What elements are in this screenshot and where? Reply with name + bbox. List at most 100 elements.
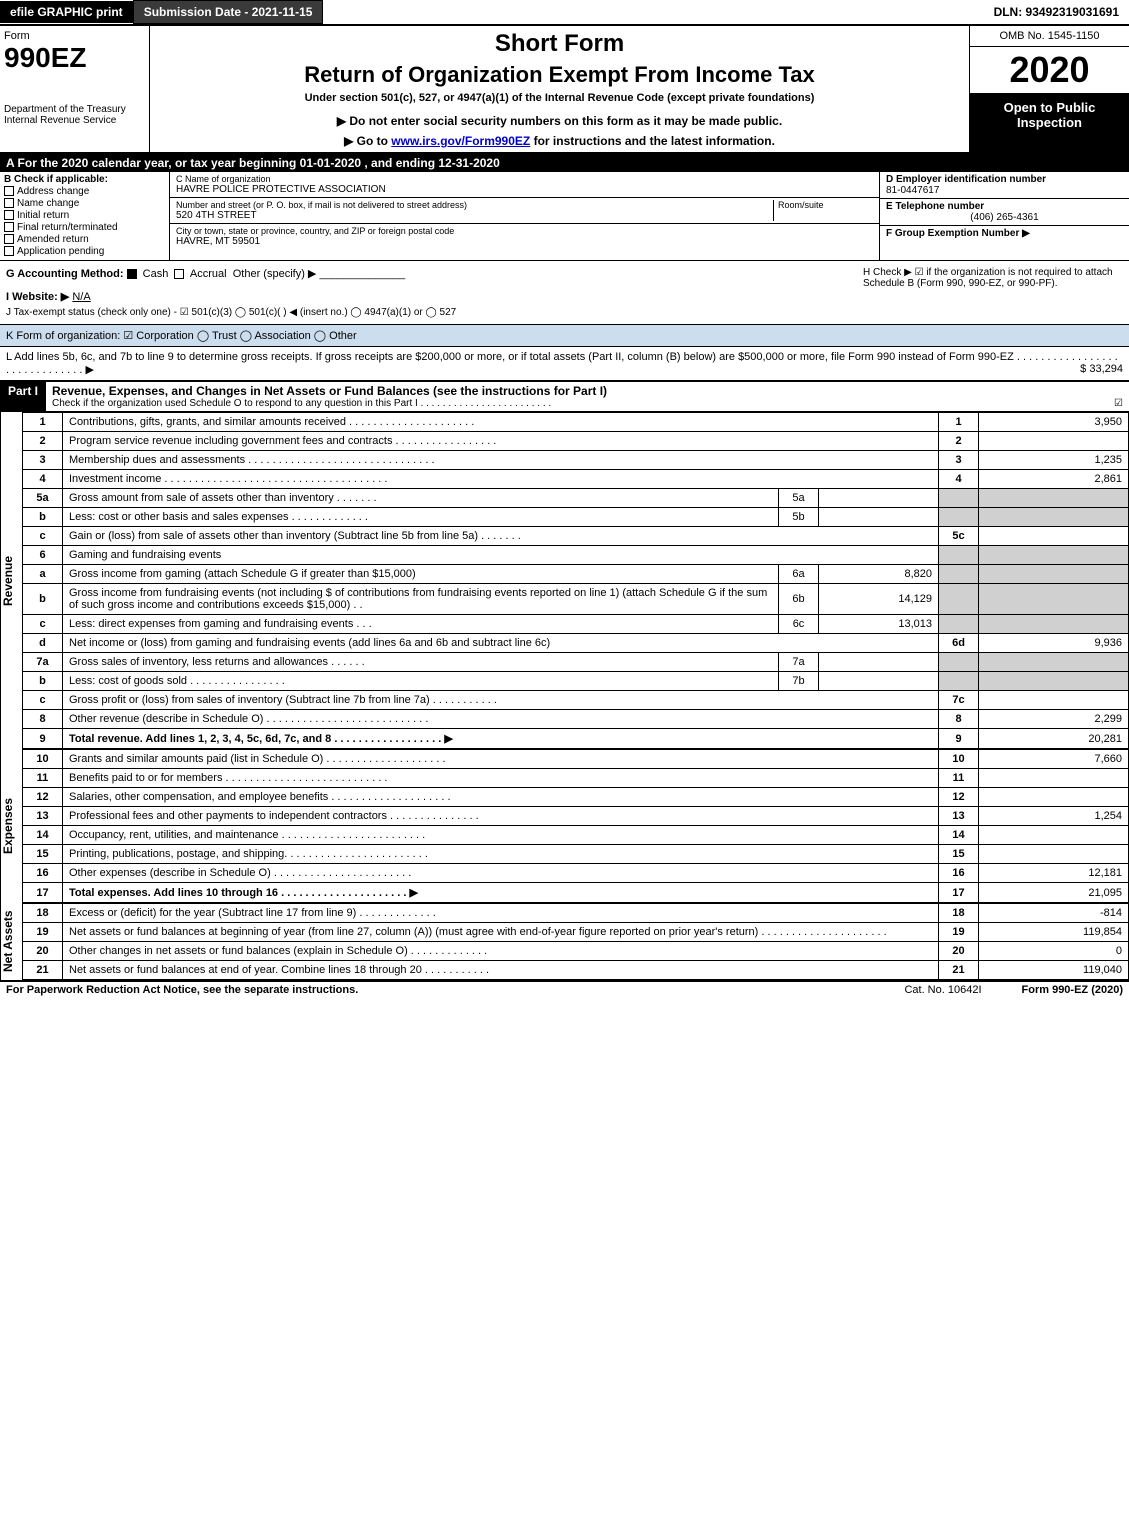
box-c: C Name of organization HAVRE POLICE PROT… [170,172,879,260]
ein-value: 81-0447617 [886,185,1123,196]
revenue-table: 1Contributions, gifts, grants, and simil… [22,412,1129,749]
expenses-section: Expenses 10Grants and similar amounts pa… [0,749,1129,903]
netassets-section: Net Assets 18Excess or (deficit) for the… [0,903,1129,980]
chk-accrual[interactable] [174,269,184,279]
chk-name-change[interactable]: Name change [4,198,165,209]
line-8: 8Other revenue (describe in Schedule O) … [23,710,1129,729]
goto-post: for instructions and the latest informat… [530,134,775,148]
expenses-table: 10Grants and similar amounts paid (list … [22,749,1129,903]
org-name-label: C Name of organization [176,174,873,184]
line-k: K Form of organization: ☑ Corporation ◯ … [0,325,1129,347]
box-f: F Group Exemption Number ▶ [880,226,1129,260]
group-exemption-label: F Group Exemption Number ▶ [886,228,1123,239]
line-4: 4Investment income . . . . . . . . . . .… [23,470,1129,489]
org-name-row: C Name of organization HAVRE POLICE PROT… [170,172,879,198]
chk-application-pending[interactable]: Application pending [4,246,165,257]
part1-checkbox[interactable]: ☑ [1114,398,1123,409]
form-number: 990EZ [4,42,145,74]
line-14: 14Occupancy, rent, utilities, and mainte… [23,826,1129,845]
line-13: 13Professional fees and other payments t… [23,807,1129,826]
line-3: 3Membership dues and assessments . . . .… [23,451,1129,470]
line-19: 19Net assets or fund balances at beginni… [23,923,1129,942]
goto-pre: ▶ Go to [344,134,391,148]
line-16: 16Other expenses (describe in Schedule O… [23,864,1129,883]
phone-label: E Telephone number [886,201,1123,212]
header-mid: Short Form Return of Organization Exempt… [150,26,969,152]
form-header: Form 990EZ Department of the Treasury In… [0,26,1129,154]
part1-header: Part I Revenue, Expenses, and Changes in… [0,382,1129,412]
info-block: B Check if applicable: Address change Na… [0,172,1129,261]
omb-number: OMB No. 1545-1150 [970,26,1129,47]
line-7c: cGross profit or (loss) from sales of in… [23,691,1129,710]
box-d: D Employer identification number 81-0447… [880,172,1129,199]
line-12: 12Salaries, other compensation, and empl… [23,788,1129,807]
chk-address-change[interactable]: Address change [4,186,165,197]
chk-final-return[interactable]: Final return/terminated [4,222,165,233]
line-i: I Website: ▶ N/A [6,290,1123,303]
accounting-label: G Accounting Method: [6,268,124,280]
form-word: Form [4,30,145,42]
chk-amended-return[interactable]: Amended return [4,234,165,245]
org-name: HAVRE POLICE PROTECTIVE ASSOCIATION [176,184,873,195]
part1-title: Revenue, Expenses, and Changes in Net As… [52,384,1123,398]
website-value: N/A [72,291,90,303]
line-5a: 5aGross amount from sale of assets other… [23,489,1129,508]
header-right: OMB No. 1545-1150 2020 Open to Public In… [969,26,1129,152]
expenses-side-label: Expenses [0,749,22,903]
box-b-title: B Check if applicable: [4,174,165,185]
line-21: 21Net assets or fund balances at end of … [23,961,1129,980]
line-6c: cLess: direct expenses from gaming and f… [23,615,1129,634]
part1-label: Part I [0,382,46,411]
line-15: 15Printing, publications, postage, and s… [23,845,1129,864]
line-6a: aGross income from gaming (attach Schedu… [23,565,1129,584]
footer: For Paperwork Reduction Act Notice, see … [0,980,1129,998]
line-7b: bLess: cost of goods sold . . . . . . . … [23,672,1129,691]
tax-year: 2020 [970,47,1129,94]
line-h: H Check ▶ ☑ if the organization is not r… [863,267,1123,289]
org-city-row: City or town, state or province, country… [170,224,879,249]
line-l-amount: $ 33,294 [1080,363,1123,375]
phone-value: (406) 265-4361 [886,212,1123,223]
goto-line: ▶ Go to www.irs.gov/Form990EZ for instru… [158,134,961,148]
chk-initial-return[interactable]: Initial return [4,210,165,221]
calendar-year-row: A For the 2020 calendar year, or tax yea… [0,154,1129,172]
line-7a: 7aGross sales of inventory, less returns… [23,653,1129,672]
irs-link[interactable]: www.irs.gov/Form990EZ [391,134,530,148]
line-20: 20Other changes in net assets or fund ba… [23,942,1129,961]
line-18: 18Excess or (deficit) for the year (Subt… [23,904,1129,923]
section-ghij: G Accounting Method: Cash Accrual Other … [0,261,1129,325]
room-label: Room/suite [778,200,873,210]
netassets-side-label: Net Assets [0,903,22,980]
irs-label: Internal Revenue Service [4,115,145,126]
part1-checknote: Check if the organization used Schedule … [52,398,1123,409]
line-6: 6Gaming and fundraising events [23,546,1129,565]
inspection-box: Open to Public Inspection [970,94,1129,152]
efile-label: efile GRAPHIC print [0,1,133,23]
ssn-warning: ▶ Do not enter social security numbers o… [158,114,961,128]
submission-date: Submission Date - 2021-11-15 [133,0,324,24]
box-def: D Employer identification number 81-0447… [879,172,1129,260]
dept-treasury: Department of the Treasury [4,104,145,115]
other-specify: Other (specify) ▶ [233,268,317,280]
inspection-line2: Inspection [972,115,1127,130]
chk-cash[interactable] [127,269,137,279]
line-l: L Add lines 5b, 6c, and 7b to line 9 to … [0,347,1129,382]
line-17: 17Total expenses. Add lines 10 through 1… [23,883,1129,903]
website-label: I Website: ▶ [6,291,69,303]
line-1: 1Contributions, gifts, grants, and simil… [23,413,1129,432]
line-5c: cGain or (loss) from sale of assets othe… [23,527,1129,546]
line-11: 11Benefits paid to or for members . . . … [23,769,1129,788]
inspection-line1: Open to Public [972,100,1127,115]
line-j: J Tax-exempt status (check only one) - ☑… [6,307,1123,318]
ein-label: D Employer identification number [886,174,1123,185]
box-e: E Telephone number (406) 265-4361 [880,199,1129,226]
line-l-text: L Add lines 5b, 6c, and 7b to line 9 to … [6,351,1118,376]
dln: DLN: 93492319031691 [984,1,1129,23]
subtitle: Under section 501(c), 527, or 4947(a)(1)… [158,92,961,104]
revenue-section: Revenue 1Contributions, gifts, grants, a… [0,412,1129,749]
addr-label: Number and street (or P. O. box, if mail… [176,200,773,210]
org-addr-row: Number and street (or P. O. box, if mail… [170,198,879,224]
box-b: B Check if applicable: Address change Na… [0,172,170,260]
line-6b: bGross income from fundraising events (n… [23,584,1129,615]
revenue-side-label: Revenue [0,412,22,749]
